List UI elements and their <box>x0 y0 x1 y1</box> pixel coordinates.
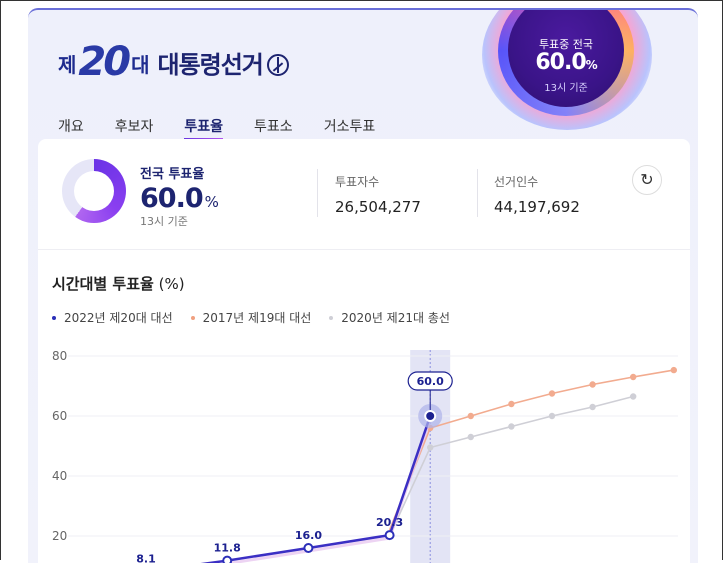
data-point <box>589 381 596 388</box>
badge-value-wrap: 60.0% <box>508 50 624 75</box>
data-point <box>424 410 437 422</box>
legend-label: 2022년 제20대 대선 <box>64 311 173 325</box>
election-logo: 제 20 대 대통령선거 <box>58 38 289 82</box>
electorate-stat: 선거인수 44,197,692 <box>494 173 580 216</box>
divider <box>317 169 318 217</box>
data-point <box>589 403 596 411</box>
tab-candidates[interactable]: 후보자 <box>114 119 154 135</box>
badge-time: 13시 기준 <box>544 83 588 94</box>
data-point <box>467 433 474 441</box>
y-tick-label: 80 <box>52 350 67 363</box>
section-divider <box>38 249 690 250</box>
data-point <box>548 412 556 420</box>
national-unit: % <box>204 193 219 211</box>
series-line <box>200 415 432 563</box>
data-label: 60.0 <box>417 375 444 388</box>
data-point <box>630 393 637 400</box>
turnout-panel: 전국 투표율 60.0% 13시 기준 투표자수 26,504,277 선거인수… <box>38 139 690 563</box>
data-point <box>670 366 677 374</box>
badge-circle: 투표중 전국 60.0% 13시 기준 <box>508 10 624 107</box>
national-value: 60.0 <box>140 183 204 214</box>
ballot-mark-icon <box>266 54 289 76</box>
logo-prefix: 제 <box>58 53 77 77</box>
logo-suffix: 대 <box>131 53 150 77</box>
y-tick-label: 60 <box>52 409 67 423</box>
legend-item: 2017년 제19대 대선 <box>190 309 312 326</box>
legend-dot <box>190 315 195 320</box>
national-value-wrap: 60.0% <box>140 183 219 214</box>
data-point <box>222 555 233 563</box>
data-point <box>467 412 474 420</box>
legend-dot <box>329 315 334 320</box>
data-point <box>427 444 434 451</box>
data-label: 16.0 <box>295 529 322 542</box>
data-point <box>384 530 395 541</box>
data-point <box>508 400 515 408</box>
data-point <box>630 373 637 381</box>
data-label: 20.3 <box>376 516 403 529</box>
tab-absentee[interactable]: 거소투표 <box>323 119 376 135</box>
data-point <box>508 423 515 430</box>
national-time: 13시 기준 <box>140 215 188 228</box>
legend-item: 2022년 제20대 대선 <box>52 309 173 326</box>
electorate-label: 선거인수 <box>494 175 539 189</box>
page-title: 대통령선거 <box>157 51 263 79</box>
legend-label: 2020년 제21대 총선 <box>341 311 450 325</box>
divider <box>477 169 478 217</box>
logo-number: 20 <box>78 39 131 85</box>
voters-value: 26,504,277 <box>335 198 421 216</box>
badge-label: 투표중 전국 <box>538 38 594 51</box>
data-label: 8.1 <box>136 553 156 563</box>
election-card: 제 20 대 대통령선거 투표중 전국 60.0% 13시 기준 개요 후보자 … <box>28 8 698 563</box>
tab-turnout[interactable]: 투표율 <box>184 116 223 141</box>
legend-dot <box>52 315 56 320</box>
national-label: 전국 투표율 <box>140 167 205 182</box>
data-point <box>548 390 556 397</box>
voters-stat: 투표자수 26,504,277 <box>335 173 421 216</box>
tab-polling-stations[interactable]: 투표소 <box>254 119 293 135</box>
chart-title-text: 시간대별 투표율 <box>52 275 154 293</box>
chart-legend: 2022년 제20대 대선 2017년 제19대 대선 2020년 제21대 총… <box>52 309 468 326</box>
chart-unit: (%) <box>158 275 185 293</box>
legend-label: 2017년 제19대 대선 <box>202 311 312 325</box>
turnout-chart: 80 60 40 20 8.1 11.8 16.0 20.3 60.0 <box>52 350 678 563</box>
series-shadow <box>220 418 432 563</box>
legend-item: 2020년 제21대 총선 <box>329 309 450 326</box>
y-tick-label: 40 <box>52 469 67 483</box>
y-tick-label: 20 <box>52 529 67 543</box>
badge-value: 60.0 <box>535 50 586 75</box>
badge-unit: % <box>585 58 598 72</box>
tab-overview[interactable]: 개요 <box>58 119 84 135</box>
voters-label: 투표자수 <box>335 175 380 189</box>
series-line <box>388 369 674 531</box>
data-point <box>303 543 314 553</box>
electorate-value: 44,197,692 <box>494 198 580 216</box>
turnout-donut <box>62 159 126 223</box>
turnout-badge: 투표중 전국 60.0% 13시 기준 <box>472 10 672 150</box>
data-label: 11.8 <box>214 542 241 555</box>
national-turnout: 전국 투표율 60.0% 13시 기준 <box>140 163 219 229</box>
tab-bar: 개요 후보자 투표율 투표소 거소투표 <box>58 116 406 141</box>
chart-title: 시간대별 투표율 (%) <box>52 273 185 294</box>
refresh-icon: ↻ <box>640 170 654 189</box>
refresh-button[interactable]: ↻ <box>632 165 662 195</box>
